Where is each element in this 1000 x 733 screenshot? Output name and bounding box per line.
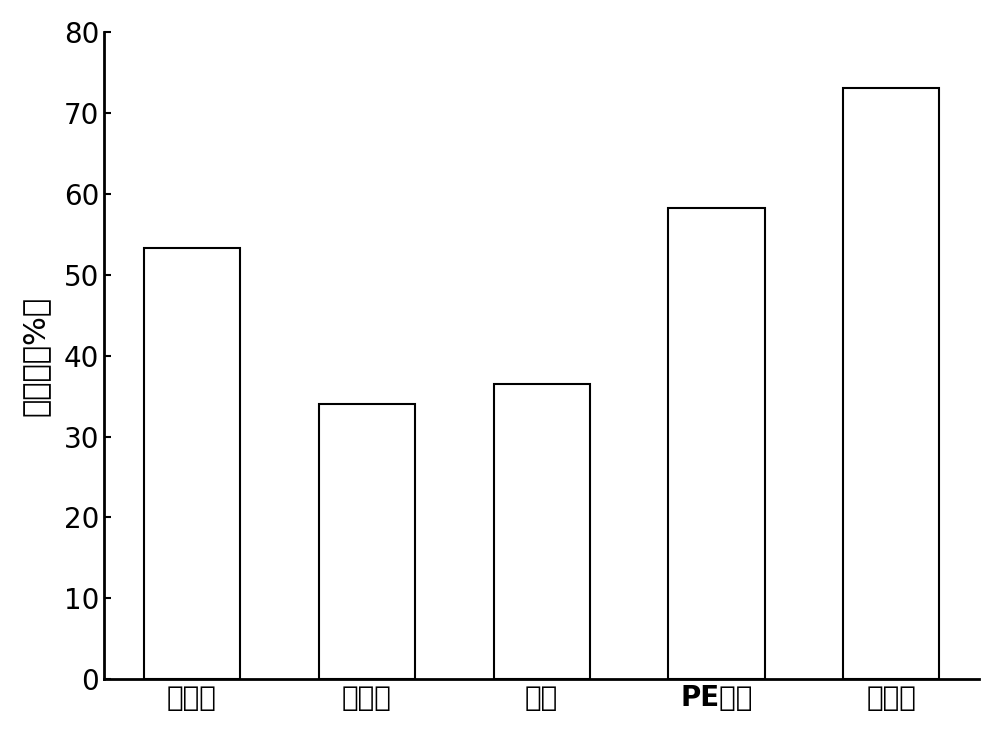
Bar xyxy=(144,248,240,679)
Bar xyxy=(319,404,415,679)
Bar xyxy=(668,208,765,679)
Bar xyxy=(494,384,590,679)
Bar xyxy=(843,89,939,679)
Y-axis label: 萃取率（%）: 萃取率（%） xyxy=(21,295,50,416)
